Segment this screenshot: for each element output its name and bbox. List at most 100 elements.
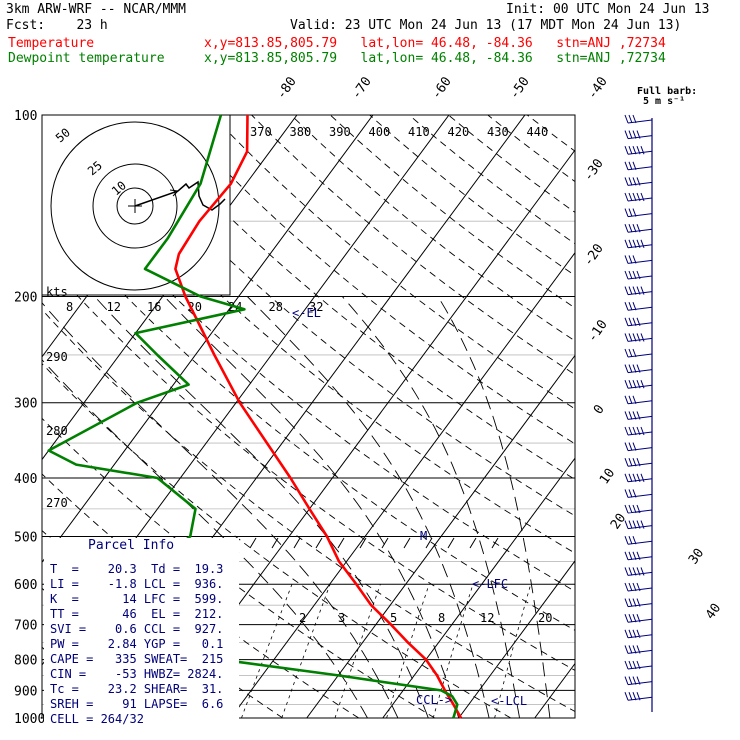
- dry-adiabat-line: [369, 115, 575, 277]
- wind-barb: [624, 224, 653, 233]
- mixing-ratio-label: 2: [299, 611, 306, 625]
- pressure-tick-label: 600: [14, 578, 37, 593]
- wind-barb: [624, 208, 653, 218]
- wind-barb: [624, 473, 653, 483]
- moist-adiabat-label: 12: [107, 300, 121, 314]
- wind-barb: [624, 395, 653, 405]
- wind-barb: [624, 614, 653, 623]
- parcel-info-title: Parcel Info: [88, 538, 175, 553]
- isotherm-label: -10: [585, 317, 611, 345]
- level-tick-mark: [249, 537, 257, 549]
- level-tick-mark: [491, 537, 499, 549]
- pressure-tick-label: 900: [14, 684, 37, 699]
- dry-adiabat-line: [42, 202, 575, 631]
- wind-barb: [624, 333, 653, 342]
- parcel-info-row: SREH = 91 LAPSE= 6.6: [50, 697, 224, 711]
- wind-barb: [624, 629, 653, 639]
- wind-barb: [624, 582, 653, 592]
- legend-temperature-name: Temperature: [8, 36, 95, 51]
- level-tick-mark: [469, 537, 477, 549]
- dry-adiabat-line: [172, 115, 575, 445]
- hodograph-ring: [92, 163, 178, 249]
- dry-adiabat-line: [251, 115, 575, 376]
- level-label-ccl: CCL->: [416, 693, 452, 707]
- wind-barb: [624, 114, 653, 124]
- mixing-ratio-label: 12: [480, 611, 494, 625]
- theta-label: 390: [329, 125, 351, 139]
- wind-barb: [624, 286, 653, 296]
- parcel-info-row: T = 20.3 Td = 19.3: [50, 562, 224, 576]
- isotherm-label: -70: [349, 74, 375, 102]
- isotherm-label: 30: [686, 546, 707, 567]
- isotherm-label: 0: [591, 402, 608, 417]
- parcel-info-row: PW = 2.84 YGP = 0.1: [50, 637, 224, 651]
- plot-frame: [41, 114, 576, 719]
- parcel-info-row: K = 14 LFC = 599.: [50, 592, 224, 606]
- wind-barb: [624, 692, 653, 701]
- moist-adiabat-line: [341, 296, 520, 718]
- mixing-ratio-line: [334, 584, 381, 718]
- theta-label: 430: [487, 125, 509, 139]
- forecast-hour: Fcst: 23 h: [6, 18, 108, 33]
- isotherm-label: 40: [703, 601, 724, 622]
- isotherm-label: 20: [608, 511, 629, 532]
- wind-barb: [624, 489, 653, 498]
- parcel-info-row: TT = 46 EL = 212.: [50, 607, 224, 621]
- level-tick-mark: [337, 537, 345, 549]
- parcel-info-row: CELL = 264/32: [50, 712, 144, 726]
- dry-adiabat-label: 280: [46, 424, 68, 438]
- wind-barb: [624, 411, 653, 420]
- wind-barb: [624, 348, 653, 358]
- hodograph-ring: [116, 187, 154, 225]
- model-title: 3km ARW-WRF -- NCAR/MMM: [6, 2, 187, 17]
- isotherm-line: [306, 354, 575, 718]
- init-time: Init: 00 UTC Mon 24 Jun 13: [506, 2, 710, 17]
- isotherm-label: -20: [581, 241, 607, 269]
- parcel-info-row: Tc = 23.2 SHEAR= 31.: [50, 682, 224, 696]
- wind-barb: [624, 676, 653, 686]
- moist-adiabat-line: [42, 302, 399, 718]
- isotherm-line: [611, 115, 740, 718]
- mixing-ratio-label: 5: [390, 611, 397, 625]
- level-label-lfc: <-LFC: [472, 577, 508, 591]
- wind-barb: [624, 551, 653, 561]
- dry-adiabat-line: [42, 149, 575, 592]
- mixing-ratio-label: 20: [538, 611, 552, 625]
- theta-label: 400: [369, 125, 391, 139]
- wind-barb-legend-title: Full barb:: [637, 86, 697, 97]
- wind-barb: [624, 442, 653, 452]
- theta-label: 410: [408, 125, 430, 139]
- level-tick-mark: [293, 537, 301, 549]
- theta-label: 370: [250, 125, 272, 139]
- dewpoint-profile-line: [47, 114, 459, 719]
- mixing-ratio-label: 8: [438, 611, 445, 625]
- pressure-tick-label: 100: [14, 109, 37, 124]
- isotherm-label: 10: [597, 466, 618, 487]
- dry-adiabat-line: [526, 115, 575, 152]
- mixing-ratio-label: 3: [338, 611, 345, 625]
- wind-barb: [624, 520, 653, 530]
- level-tick-mark: [403, 537, 411, 549]
- wind-barb: [624, 177, 653, 186]
- valid-time: Valid: 23 UTC Mon 24 Jun 13 (17 MDT Mon …: [290, 18, 682, 33]
- wind-barb: [624, 255, 653, 264]
- wind-barb: [624, 161, 653, 171]
- wind-barb: [624, 660, 653, 670]
- legend-temperature-info: x,y=813.85,805.79 lat,lon= 46.48, -84.36…: [204, 36, 666, 51]
- wind-barb: [624, 239, 653, 249]
- parcel-info-panel: Parcel Info T = 20.3 Td = 19.3 LI = -1.8…: [44, 538, 239, 728]
- pressure-tick-label: 400: [14, 472, 37, 487]
- level-tick-mark: [447, 537, 455, 549]
- dry-adiabat-label: 290: [46, 350, 68, 364]
- wind-barb: [624, 504, 653, 514]
- theta-label: 440: [527, 125, 549, 139]
- dry-adiabat-line: [133, 115, 575, 480]
- mixing-ratio-line: [241, 584, 293, 718]
- theta-label: 380: [290, 125, 312, 139]
- wind-barb: [624, 192, 653, 202]
- wind-barb: [624, 302, 653, 311]
- pressure-tick-label: 300: [14, 397, 37, 412]
- pressure-tick-label: 1000: [14, 712, 45, 727]
- isotherm-label: -40: [585, 74, 611, 102]
